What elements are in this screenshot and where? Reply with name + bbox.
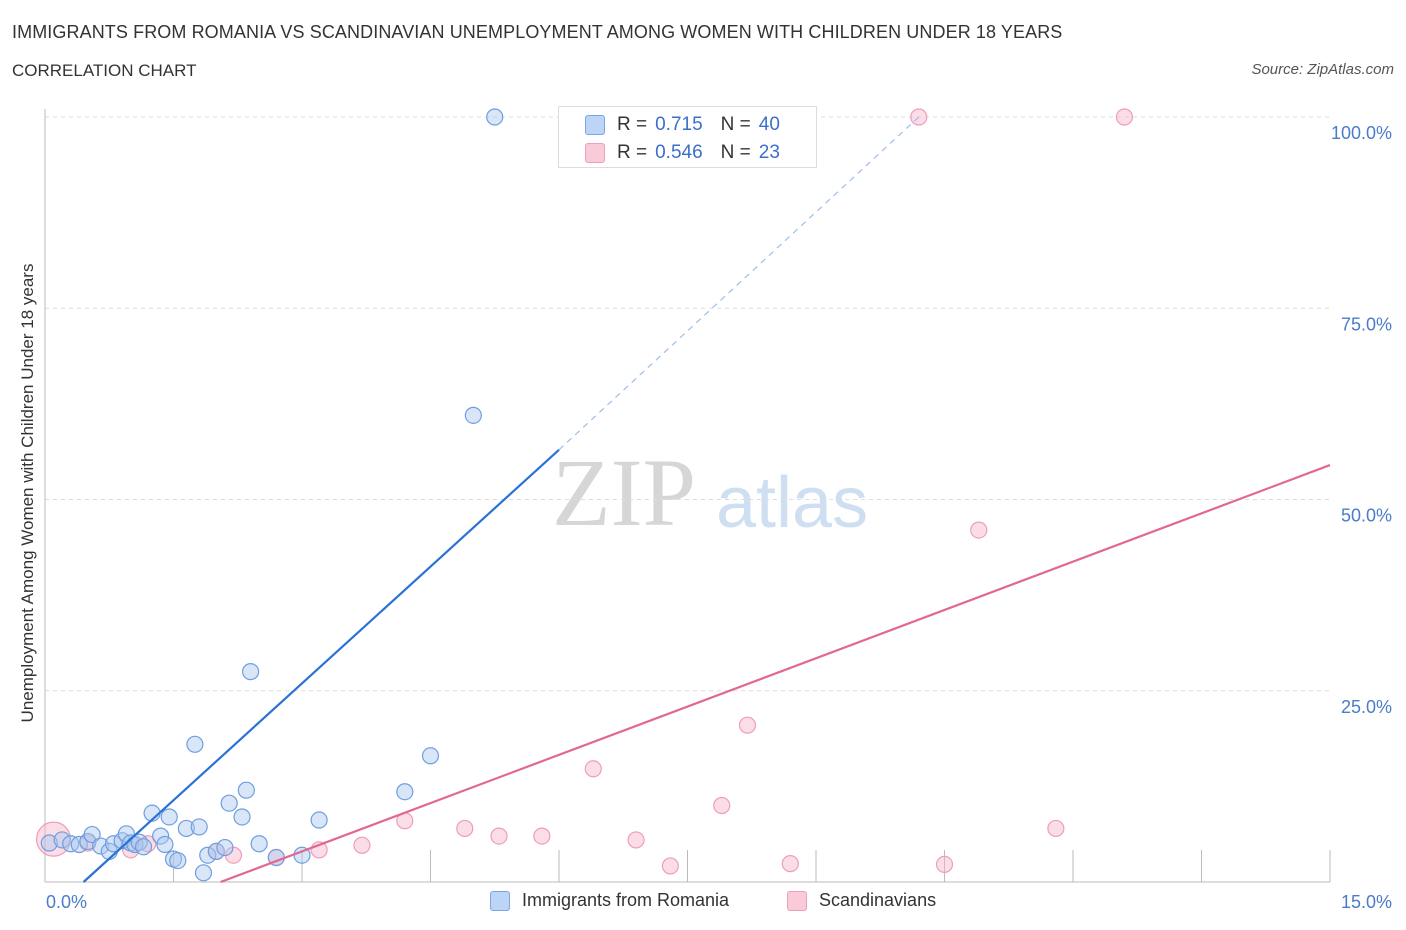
scandinavians-point <box>456 819 474 838</box>
scandinavians-point <box>584 760 602 778</box>
y-tick-label: 100.0% <box>1331 123 1392 143</box>
trend-lines <box>82 116 1331 884</box>
romania-point <box>233 808 251 826</box>
scandinavians-point <box>1047 819 1065 838</box>
legend-label-scandinavians: Scandinavians <box>819 890 937 910</box>
legend-r-label: R = <box>617 114 648 135</box>
legend-item-romania[interactable]: Immigrants from Romania <box>490 890 729 911</box>
romania-point <box>310 811 328 829</box>
x-tick-labels: 0.0% 15.0% <box>46 892 1392 912</box>
scandinavians-swatch <box>787 890 807 911</box>
romania-point <box>207 842 225 861</box>
romania-point <box>134 838 153 856</box>
scandinavians-points <box>35 108 1134 875</box>
romania-point <box>177 819 195 838</box>
scandinavians-point <box>935 855 954 874</box>
legend-n-value: 23 <box>758 142 780 163</box>
legend-row-romania: R = 0.715 N = 40 <box>585 113 780 137</box>
romania-swatch <box>585 115 605 135</box>
y-tick-label: 25.0% <box>1341 697 1392 717</box>
romania-swatch <box>490 890 510 911</box>
scandinavians-point <box>661 857 679 875</box>
legend-r-value: 0.715 <box>655 114 703 135</box>
scandinavians-trend-line <box>220 464 1331 884</box>
chart-subtitle: CORRELATION CHART <box>12 61 197 80</box>
series-legend: Immigrants from Romania Scandinavians <box>0 890 1406 914</box>
legend-n-label: N = <box>720 142 751 163</box>
romania-point <box>220 794 238 812</box>
y-tick-labels: 25.0% 50.0% 75.0% 100.0% <box>1331 123 1392 717</box>
romania-trend-line <box>82 448 560 883</box>
romania-trend-extension <box>558 116 920 451</box>
scandinavians-point <box>353 836 371 854</box>
romania-point <box>250 835 268 853</box>
y-tick-label: 75.0% <box>1341 314 1392 334</box>
romania-point <box>169 851 187 870</box>
romania-point <box>152 827 170 845</box>
x-tick-label-end: 15.0% <box>1341 892 1392 912</box>
scandinavians-point <box>970 521 988 539</box>
legend-item-scandinavians[interactable]: Scandinavians <box>787 890 936 911</box>
scandinavians-swatch <box>585 143 605 163</box>
x-tick-label-start: 0.0% <box>46 892 87 912</box>
romania-point <box>53 831 71 849</box>
legend-row-scandinavians: R = 0.546 N = 23 <box>585 141 780 165</box>
romania-point <box>396 783 414 801</box>
y-tick-label: 50.0% <box>1341 506 1392 526</box>
axes <box>44 109 1331 883</box>
correlation-legend: R = 0.715 N = 40 R = 0.546 N = 23 <box>558 106 817 168</box>
romania-point <box>194 864 213 882</box>
scandinavians-point <box>1115 108 1134 126</box>
legend-label-romania: Immigrants from Romania <box>522 890 730 910</box>
romania-point <box>40 834 58 852</box>
scandinavians-point <box>713 796 731 815</box>
romania-point <box>199 846 217 864</box>
romania-point <box>464 406 482 424</box>
watermark-zip: ZIP <box>552 439 696 546</box>
romania-point <box>421 747 440 765</box>
romania-point <box>237 781 255 799</box>
romania-point <box>83 825 101 844</box>
romania-point <box>92 837 110 855</box>
scandinavians-point <box>627 831 645 849</box>
legend-n-value: 40 <box>758 114 780 135</box>
romania-point <box>156 835 174 854</box>
romania-point <box>186 735 204 753</box>
watermark: ZIP atlas <box>552 439 868 546</box>
gridlines <box>45 116 1330 692</box>
scandinavians-point <box>490 827 508 845</box>
romania-point <box>216 838 234 857</box>
romania-point <box>486 108 504 126</box>
source-credit: Source: ZipAtlas.com <box>1251 61 1394 78</box>
legend-r-value: 0.546 <box>655 142 703 163</box>
romania-points <box>40 108 504 882</box>
legend-n-label: N = <box>720 114 751 135</box>
watermark-atlas: atlas <box>716 463 868 543</box>
romania-point <box>62 835 80 853</box>
romania-point <box>160 808 178 826</box>
scandinavians-point <box>738 716 757 734</box>
chart-title: IMMIGRANTS FROM ROMANIA VS SCANDINAVIAN … <box>12 22 1063 42</box>
scandinavians-point <box>533 827 551 845</box>
romania-point <box>190 818 208 836</box>
legend-r-label: R = <box>617 142 648 163</box>
scandinavians-point <box>781 855 799 873</box>
romania-point <box>242 663 260 681</box>
